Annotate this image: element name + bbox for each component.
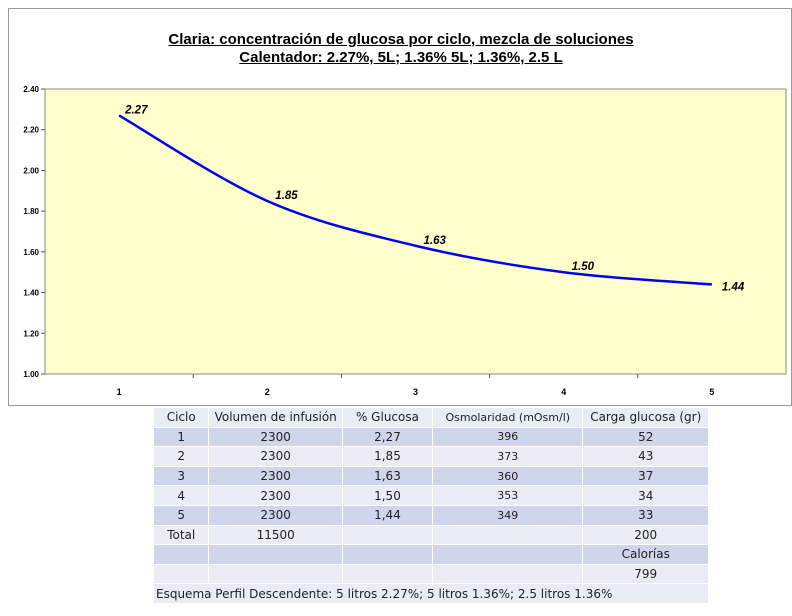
table-cell: 1,50	[341, 485, 434, 506]
table-cell: 2300	[208, 446, 343, 467]
table-row: 799	[152, 563, 709, 585]
table-cell	[432, 524, 584, 546]
header-osmolaridad: Osmolaridad (mOsm/l)	[432, 407, 584, 428]
table-cell: 33	[582, 504, 709, 526]
data-label: 1.85	[275, 190, 298, 202]
x-tick-label: 5	[709, 387, 714, 397]
chart-panel: Claria: concentración de glucosa por cic…	[8, 8, 792, 406]
table-cell: 1,44	[341, 504, 434, 526]
table-cell: 3	[152, 465, 210, 487]
data-label: 1.63	[424, 235, 447, 247]
table-cell: 360	[432, 465, 584, 487]
x-tick-label: 3	[413, 387, 418, 397]
y-tick-label: 2.40	[23, 85, 39, 94]
header-ciclo: Ciclo	[152, 407, 210, 428]
table-row: Total 11500 200	[152, 524, 709, 546]
table-row: 5 2300 1,44 349 33	[152, 504, 709, 526]
chart-subtitle: Calentador: 2.27%, 5L; 1.36% 5L; 1.36%, …	[239, 49, 563, 66]
table-cell: 353	[432, 485, 584, 506]
table-cell	[208, 544, 343, 565]
y-tick-label: 1.20	[23, 329, 39, 338]
table-cell	[341, 524, 434, 546]
table-note-row: Esquema Perfil Descendente: 5 litros 2.2…	[153, 583, 709, 604]
table-cell: 799	[582, 563, 709, 585]
x-tick-label: 4	[561, 387, 566, 397]
table-note: Esquema Perfil Descendente: 5 litros 2.2…	[153, 583, 709, 604]
header-carga: Carga glucosa (gr)	[582, 407, 709, 428]
table-cell: Calorías	[582, 544, 709, 565]
table-row: 4 2300 1,50 353 34	[152, 485, 709, 506]
table-header-row: Ciclo Volumen de infusión % Glucosa Osmo…	[152, 407, 709, 428]
y-tick-label: 1.00	[23, 370, 39, 379]
table-cell: 4	[152, 485, 210, 506]
table-cell: 5	[152, 504, 210, 526]
table-cell: 1,63	[341, 465, 434, 487]
table-cell	[432, 563, 584, 585]
table-cell: 2300	[208, 426, 343, 448]
table-cell: 2300	[208, 485, 343, 506]
y-tick-label: 1.40	[23, 289, 39, 298]
table-cell: 34	[582, 485, 709, 506]
table-row: 2 2300 1,85 373 43	[152, 446, 709, 467]
table-cell: 2,27	[341, 426, 434, 448]
table-cell: 2	[152, 446, 210, 467]
table-cell: 43	[582, 446, 709, 467]
table-cell	[341, 544, 434, 565]
header-glucosa: % Glucosa	[341, 407, 434, 428]
table-row: 3 2300 1,63 360 37	[152, 465, 709, 487]
header-volumen: Volumen de infusión	[208, 407, 343, 428]
table-cell	[152, 544, 210, 565]
table-cell	[152, 563, 210, 585]
table-cell: 11500	[208, 524, 343, 546]
y-tick-label: 2.20	[23, 126, 39, 135]
table-row: Calorías	[152, 544, 709, 565]
line-chart: 1.00 1.20 1.40 1.60 1.80 2.00 2.20 2.40 1 2 3 4 5 2.2…	[23, 85, 787, 397]
table-row: 1 2300 2,27 396 52	[152, 426, 709, 448]
table-cell: 396	[432, 426, 584, 448]
table-cell	[341, 563, 434, 585]
table-cell: 349	[432, 504, 584, 526]
y-tick-label: 1.60	[23, 248, 39, 257]
data-label: 2.27	[124, 104, 148, 116]
glucose-table: Ciclo Volumen de infusión % Glucosa Osmo…	[152, 407, 709, 604]
x-tick-label: 2	[265, 387, 270, 397]
table-cell	[432, 544, 584, 565]
table-cell: 2300	[208, 465, 343, 487]
table-cell: 1,85	[341, 446, 434, 467]
y-tick-label: 1.80	[23, 207, 39, 216]
table-cell: 37	[582, 465, 709, 487]
table-cell: 373	[432, 446, 584, 467]
table-cell: 1	[152, 426, 210, 448]
table-cell	[208, 563, 343, 585]
table-cell: Total	[152, 524, 210, 546]
data-label: 1.50	[572, 261, 595, 273]
y-tick-label: 2.00	[23, 166, 39, 175]
table-cell: 2300	[208, 504, 343, 526]
plot-area	[44, 88, 787, 375]
table-cell: 200	[582, 524, 709, 546]
table-cell: 52	[582, 426, 709, 448]
x-tick-label: 1	[117, 387, 122, 397]
chart-title: Claria: concentración de glucosa por cic…	[168, 31, 634, 48]
data-label: 1.44	[722, 281, 745, 293]
